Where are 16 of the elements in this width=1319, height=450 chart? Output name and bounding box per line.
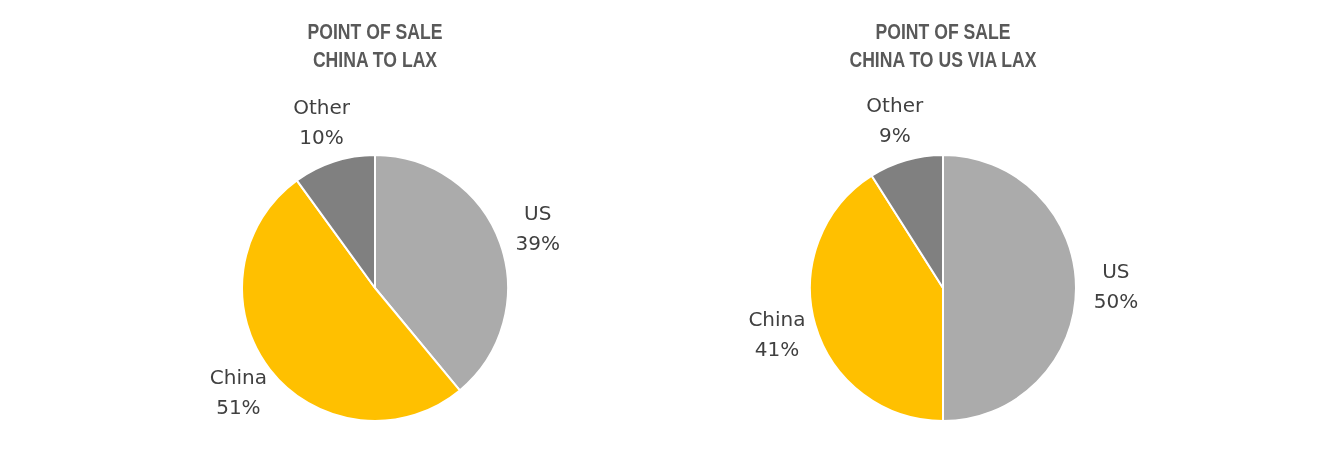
data-label: 9% xyxy=(878,123,911,148)
slice-label: Other xyxy=(293,94,351,119)
data-label: 41% xyxy=(754,337,800,362)
chart-subtitle: CHINA TO LAX xyxy=(311,46,439,74)
data-label: 50% xyxy=(1093,289,1139,314)
data-label: 39% xyxy=(515,230,560,255)
chart-subtitle: CHINA TO US VIA LAX xyxy=(848,46,1038,74)
slice-label: Other xyxy=(866,93,924,118)
slice-label: US xyxy=(1102,259,1130,284)
chart-title: POINT OF SALE xyxy=(306,18,444,46)
chart-title: POINT OF SALE xyxy=(874,18,1012,46)
slice-label: China xyxy=(209,365,267,390)
data-label: 10% xyxy=(299,124,344,149)
slice-label: China xyxy=(748,307,806,332)
slice-label: US xyxy=(524,200,552,225)
data-label: 51% xyxy=(216,395,261,420)
